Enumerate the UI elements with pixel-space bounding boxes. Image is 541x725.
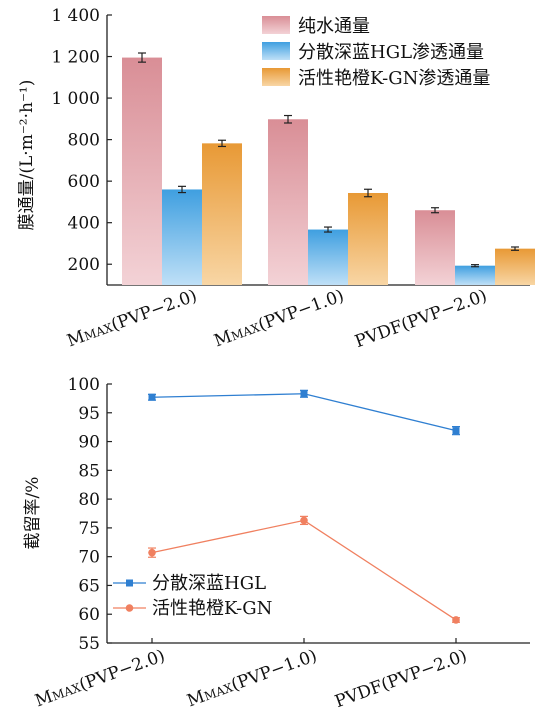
line-plot-area: 55 60 65 70 75 80 85 90 95 100 MMAX(PVP−2.0) MMAX(P… bbox=[32, 375, 530, 712]
line-x-tick-label-m: M bbox=[32, 687, 55, 712]
line-y-tick-label: 70 bbox=[78, 548, 100, 568]
bar-x-tick-label-rest: PVDF(PVP−2.0) bbox=[352, 286, 489, 352]
line-x-tick-label: MMAX(PVP−1.0) bbox=[184, 646, 319, 712]
line-y-tick-label: 95 bbox=[78, 404, 100, 424]
line-legend-label: 活性艳橙K-GN bbox=[152, 598, 272, 619]
bar-x-tick-label: MMAX(PVP−2.0) bbox=[64, 286, 199, 352]
line-point bbox=[148, 548, 156, 557]
bar-y-tick-label: 1 000 bbox=[51, 89, 100, 109]
bar-y-axis-label: 膜通量/(L·m⁻²·h⁻¹) bbox=[17, 80, 37, 231]
line-y-tick-label: 60 bbox=[78, 605, 100, 625]
bar-legend-swatch bbox=[262, 16, 290, 34]
bar-y-tick-label: 400 bbox=[68, 214, 100, 234]
bar-y-tick-label: 1 400 bbox=[51, 6, 100, 26]
bar bbox=[162, 189, 202, 285]
bar bbox=[308, 229, 348, 285]
bar bbox=[122, 57, 162, 286]
line-y-tick-label: 65 bbox=[78, 576, 100, 596]
line-y-tick-label: 55 bbox=[78, 634, 100, 654]
line-x-tick-label: MMAX(PVP−2.0) bbox=[32, 646, 167, 712]
bar bbox=[268, 119, 308, 285]
bar bbox=[202, 143, 242, 285]
bar-plot-area: 200 400 600 800 1 000 1 200 1 400 MMAX(PVP−2.0)… bbox=[51, 6, 535, 352]
line-point bbox=[300, 516, 308, 525]
line-legend-label: 分散深蓝HGL bbox=[152, 573, 266, 594]
line-x-tick-label-rest: (PVP−1.0) bbox=[229, 646, 320, 695]
line-legend-marker bbox=[125, 604, 134, 612]
line-y-tick-label: 85 bbox=[78, 461, 100, 481]
bar-y-tick-label: 800 bbox=[68, 131, 100, 151]
bar-legend-label: 分散深蓝HGL渗透通量 bbox=[298, 42, 484, 63]
bar-legend-label: 活性艳橙K-GN渗透通量 bbox=[298, 68, 490, 89]
bar-y-tick-label: 1 200 bbox=[51, 48, 100, 68]
line-point bbox=[452, 616, 460, 624]
line-y-tick-label: 80 bbox=[78, 490, 100, 510]
line-x-tick-label-m: M bbox=[184, 687, 207, 712]
bar bbox=[495, 248, 535, 285]
bar-legend-swatch bbox=[262, 42, 290, 60]
bar-x-tick-label: MMAX(PVP−1.0) bbox=[211, 286, 346, 352]
line-series bbox=[151, 393, 457, 432]
bar-y-tick-label: 200 bbox=[68, 255, 100, 275]
line-y-tick-label: 90 bbox=[78, 433, 100, 453]
bar-x-tick-label-m: M bbox=[211, 327, 234, 352]
bar-legend-label: 纯水通量 bbox=[298, 16, 370, 37]
bar bbox=[415, 210, 455, 285]
bar bbox=[455, 265, 495, 285]
bar-chart: 膜通量/(L·m⁻²·h⁻¹) 200 400 600 800 1 000 1 200 1 … bbox=[17, 6, 535, 352]
line-y-tick-label: 75 bbox=[78, 519, 100, 539]
line-y-tick-label: 100 bbox=[68, 375, 100, 395]
line-point bbox=[148, 393, 156, 401]
bar-x-tick-label-rest: (PVP−1.0) bbox=[256, 286, 347, 335]
bar-legend-swatch bbox=[262, 68, 290, 86]
line-legend-marker bbox=[126, 579, 133, 587]
bar-x-tick-label: PVDF(PVP−2.0) bbox=[352, 286, 489, 352]
line-point bbox=[452, 427, 460, 435]
bar-x-tick-label-rest: (PVP−2.0) bbox=[109, 286, 200, 335]
line-point bbox=[300, 390, 308, 398]
line-x-tick-label-rest: PVDF(PVP−2.0) bbox=[332, 646, 469, 712]
bar-y-tick-label: 600 bbox=[68, 172, 100, 192]
line-y-axis-label: 截留率/% bbox=[23, 477, 43, 550]
line-x-tick-label: PVDF(PVP−2.0) bbox=[332, 646, 469, 712]
bar bbox=[348, 192, 388, 285]
bar-x-tick-label-m: M bbox=[64, 327, 87, 352]
line-chart: 截留率/% 55 60 65 70 75 80 85 90 95 100 MMAX(PVP−2.0)… bbox=[23, 375, 530, 712]
